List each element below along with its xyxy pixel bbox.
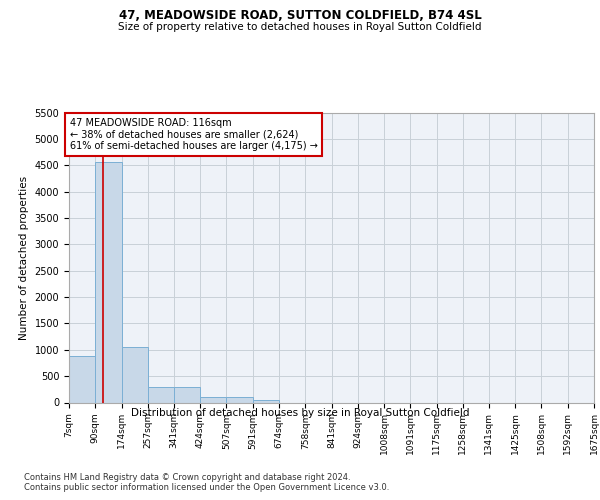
Text: Contains public sector information licensed under the Open Government Licence v3: Contains public sector information licen… bbox=[24, 484, 389, 492]
Bar bbox=[200, 397, 226, 402]
Bar bbox=[253, 400, 279, 402]
Text: Distribution of detached houses by size in Royal Sutton Coldfield: Distribution of detached houses by size … bbox=[131, 408, 469, 418]
Bar bbox=[226, 398, 253, 402]
Text: Contains HM Land Registry data © Crown copyright and database right 2024.: Contains HM Land Registry data © Crown c… bbox=[24, 472, 350, 482]
Text: 47 MEADOWSIDE ROAD: 116sqm
← 38% of detached houses are smaller (2,624)
61% of s: 47 MEADOWSIDE ROAD: 116sqm ← 38% of deta… bbox=[70, 118, 317, 151]
Bar bbox=[148, 387, 174, 402]
Text: Size of property relative to detached houses in Royal Sutton Coldfield: Size of property relative to detached ho… bbox=[118, 22, 482, 32]
Bar bbox=[122, 346, 148, 403]
Bar bbox=[95, 162, 122, 402]
Y-axis label: Number of detached properties: Number of detached properties bbox=[19, 176, 29, 340]
Text: 47, MEADOWSIDE ROAD, SUTTON COLDFIELD, B74 4SL: 47, MEADOWSIDE ROAD, SUTTON COLDFIELD, B… bbox=[119, 9, 481, 22]
Bar bbox=[69, 356, 95, 403]
Bar bbox=[174, 388, 200, 402]
